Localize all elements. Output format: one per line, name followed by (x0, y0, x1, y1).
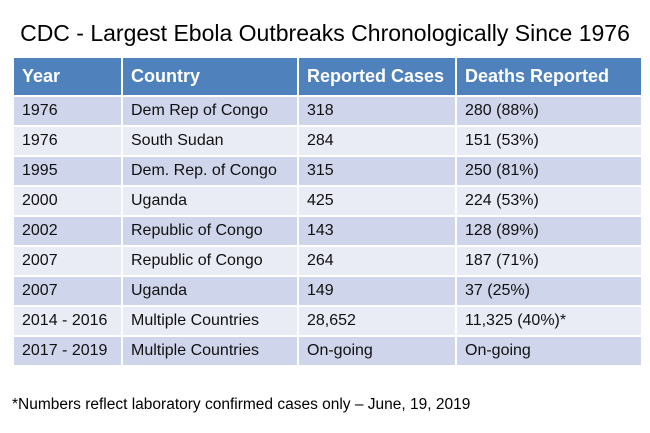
cell-country: Uganda (121, 275, 299, 307)
cell-deaths-reported: 37 (25%) (455, 275, 643, 307)
header-reported-cases: Reported Cases (297, 56, 457, 97)
cell-country: Dem Rep of Congo (121, 95, 299, 127)
cell-reported-cases: 143 (297, 215, 457, 247)
cell-deaths-reported: 280 (88%) (455, 95, 643, 127)
cell-country: Multiple Countries (121, 335, 299, 367)
cell-reported-cases: 425 (297, 185, 457, 217)
table-row: 1976 South Sudan 284 151 (53%) (12, 125, 643, 157)
table-row: 2007 Uganda 149 37 (25%) (12, 275, 643, 307)
header-deaths-reported: Deaths Reported (455, 56, 643, 97)
cell-year: 2014 - 2016 (12, 305, 123, 337)
table-row: 2007 Republic of Congo 264 187 (71%) (12, 245, 643, 277)
cell-year: 2017 - 2019 (12, 335, 123, 367)
footnote: *Numbers reflect laboratory confirmed ca… (12, 396, 471, 413)
header-country: Country (121, 56, 299, 97)
cell-country: Uganda (121, 185, 299, 217)
table-row: 1995 Dem. Rep. of Congo 315 250 (81%) (12, 155, 643, 187)
cell-country: Republic of Congo (121, 245, 299, 277)
outbreaks-table: Year Country Reported Cases Deaths Repor… (12, 56, 643, 367)
cell-reported-cases: 318 (297, 95, 457, 127)
cell-country: South Sudan (121, 125, 299, 157)
page-title: CDC - Largest Ebola Outbreaks Chronologi… (20, 20, 630, 46)
cell-deaths-reported: On-going (455, 335, 643, 367)
cell-reported-cases: 284 (297, 125, 457, 157)
cell-year: 2002 (12, 215, 123, 247)
cell-year: 2000 (12, 185, 123, 217)
cell-year: 1976 (12, 95, 123, 127)
cell-deaths-reported: 250 (81%) (455, 155, 643, 187)
table-row: 2002 Republic of Congo 143 128 (89%) (12, 215, 643, 247)
cell-deaths-reported: 224 (53%) (455, 185, 643, 217)
cell-country: Dem. Rep. of Congo (121, 155, 299, 187)
cell-reported-cases: 315 (297, 155, 457, 187)
cell-year: 1995 (12, 155, 123, 187)
cell-reported-cases: 149 (297, 275, 457, 307)
cell-year: 2007 (12, 275, 123, 307)
cell-deaths-reported: 128 (89%) (455, 215, 643, 247)
cell-reported-cases: 264 (297, 245, 457, 277)
cell-year: 2007 (12, 245, 123, 277)
cell-country: Republic of Congo (121, 215, 299, 247)
cell-year: 1976 (12, 125, 123, 157)
cell-country: Multiple Countries (121, 305, 299, 337)
table-header-row: Year Country Reported Cases Deaths Repor… (12, 56, 643, 97)
table-row: 2017 - 2019 Multiple Countries On-going On-… (12, 335, 643, 367)
table-row: 2000 Uganda 425 224 (53%) (12, 185, 643, 217)
cell-deaths-reported: 11,325 (40%)* (455, 305, 643, 337)
table-row: 2014 - 2016 Multiple Countries 28,652 11,32… (12, 305, 643, 337)
cell-deaths-reported: 151 (53%) (455, 125, 643, 157)
header-year: Year (12, 56, 123, 97)
table-row: 1976 Dem Rep of Congo 318 280 (88%) (12, 95, 643, 127)
cell-reported-cases: 28,652 (297, 305, 457, 337)
cell-reported-cases: On-going (297, 335, 457, 367)
cell-deaths-reported: 187 (71%) (455, 245, 643, 277)
